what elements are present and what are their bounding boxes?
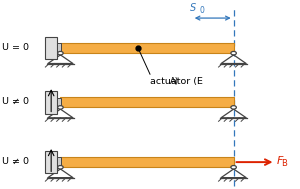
Bar xyxy=(60,43,234,53)
Bar xyxy=(60,157,234,167)
Text: B: B xyxy=(281,160,287,168)
Text: S: S xyxy=(190,3,196,13)
Circle shape xyxy=(58,166,63,169)
Circle shape xyxy=(58,106,63,109)
Bar xyxy=(60,97,234,107)
Text: F: F xyxy=(277,156,283,166)
Text: A): A) xyxy=(170,77,179,86)
Bar xyxy=(46,151,57,174)
Bar xyxy=(46,91,57,114)
Bar xyxy=(57,43,61,53)
Text: U ≠ 0: U ≠ 0 xyxy=(2,97,29,106)
Text: 0: 0 xyxy=(199,6,204,15)
Bar xyxy=(46,37,57,59)
Bar xyxy=(57,98,61,107)
Circle shape xyxy=(58,51,63,55)
Circle shape xyxy=(231,166,236,169)
Text: actuator (E: actuator (E xyxy=(150,77,203,86)
Text: U = 0: U = 0 xyxy=(2,43,29,52)
Text: U ≠ 0: U ≠ 0 xyxy=(2,157,29,166)
Bar xyxy=(57,157,61,167)
Circle shape xyxy=(231,106,236,109)
Circle shape xyxy=(231,51,236,55)
